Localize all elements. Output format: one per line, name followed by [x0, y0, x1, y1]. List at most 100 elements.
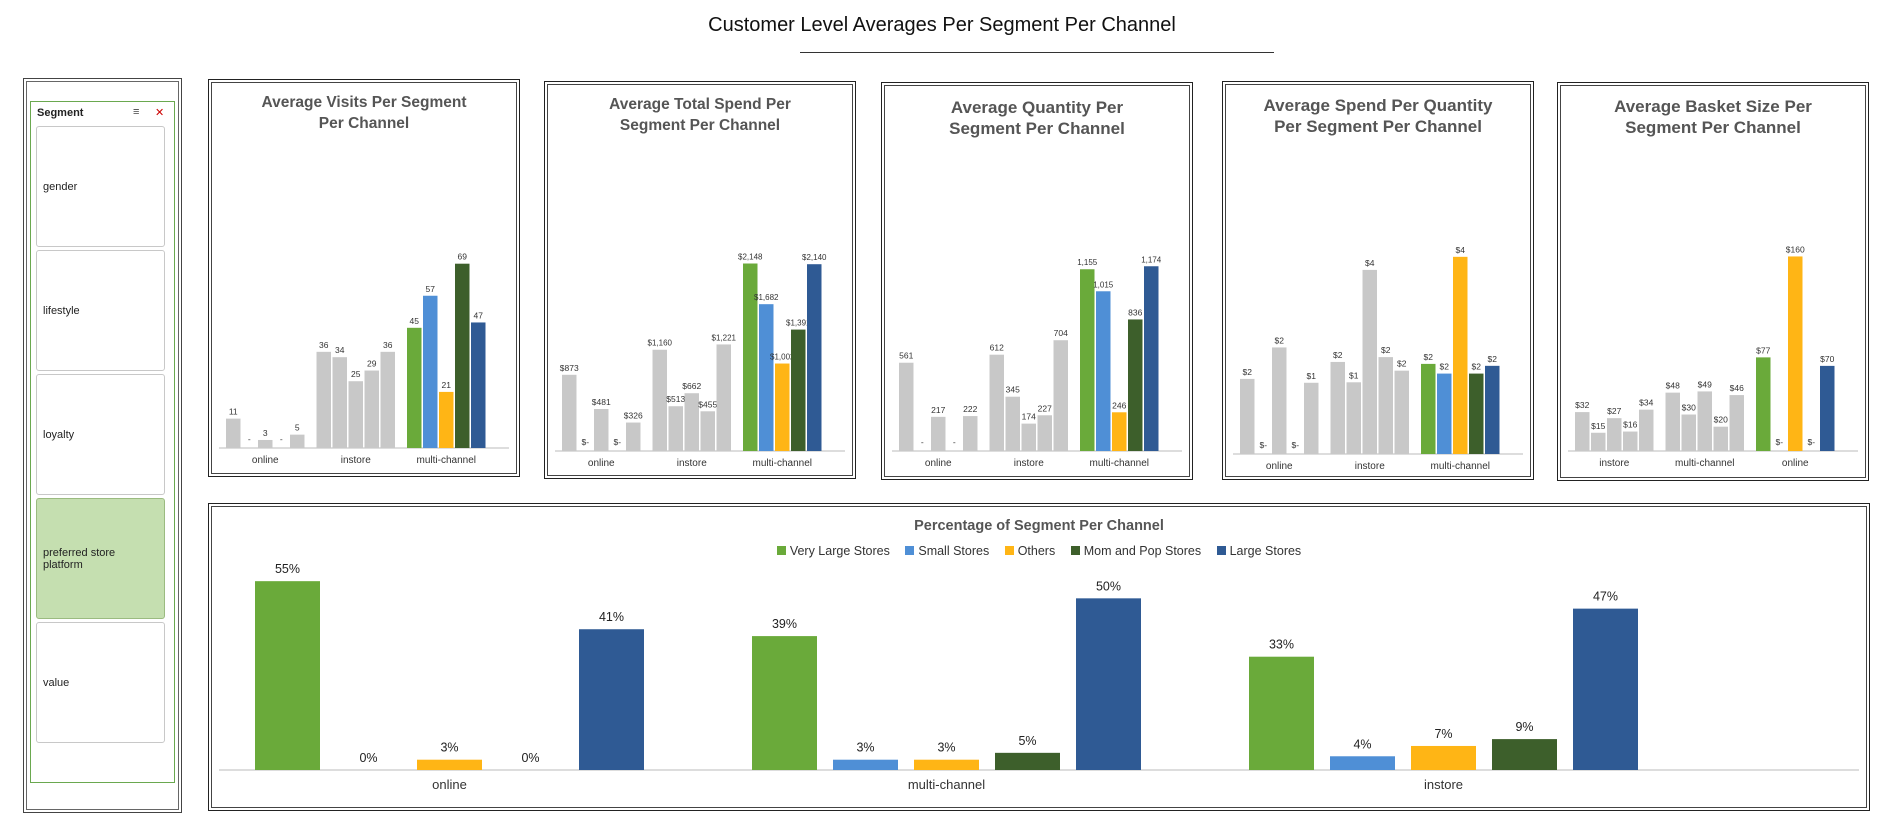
data-label: $49: [1698, 379, 1712, 389]
bar-grey: [899, 362, 914, 451]
slicer-item-loyalty[interactable]: loyalty: [36, 374, 165, 495]
bar-grey: [989, 354, 1004, 451]
chart-title: Average Basket Size Per Segment Per Chan…: [1614, 97, 1812, 137]
bar-mom-and-pop-stores: [1469, 373, 1484, 454]
data-label: $2: [1333, 350, 1343, 360]
data-label: $4: [1456, 245, 1466, 255]
bar-others: [1788, 256, 1803, 451]
legend-label: Mom and Pop Stores: [1083, 544, 1202, 558]
data-label: -: [921, 437, 924, 447]
bar-grey: [332, 357, 347, 448]
data-label: 29: [367, 359, 377, 369]
bar-grey: [1697, 391, 1712, 451]
data-label: 34: [335, 345, 345, 355]
bar-large-stores: [1485, 365, 1500, 454]
data-label: $2: [1472, 362, 1482, 372]
data-label: 4%: [1353, 737, 1371, 751]
data-label: $1: [1307, 371, 1317, 381]
bar-others: [1112, 412, 1127, 451]
bar-grey: [1575, 412, 1590, 451]
data-label: $481: [592, 397, 611, 407]
bar-grey: [684, 393, 699, 451]
data-label: $2,140: [802, 253, 827, 262]
bar-grey: [1665, 392, 1680, 451]
data-label: $-: [1775, 437, 1783, 447]
bar-others: [439, 391, 454, 448]
slicer-item-preferred-store-platform[interactable]: preferred store platform: [36, 498, 165, 619]
bar-large-stores: [1573, 608, 1638, 770]
bar-mom-and-pop-stores: [1492, 739, 1557, 770]
bar-grey: [1330, 361, 1345, 454]
bar-grey: [380, 351, 395, 448]
bar-grey: [1240, 378, 1255, 454]
bar-grey: [1713, 426, 1728, 451]
data-label: $48: [1666, 381, 1680, 391]
bar-large-stores: [471, 322, 486, 448]
data-label: 1,174: [1141, 255, 1162, 264]
chart-title: Average Visits Per Segment Per Channel: [261, 94, 467, 132]
bar-others: [1411, 745, 1476, 770]
bar-grey: [1346, 382, 1361, 454]
legend-item-very-large-stores: Very Large Stores: [776, 544, 890, 558]
data-label: $2: [1381, 345, 1391, 355]
legend-swatch: [1004, 546, 1014, 555]
slicer-item-value[interactable]: value: [36, 622, 165, 743]
data-label: 21: [442, 380, 452, 390]
bar-grey: [562, 374, 577, 451]
data-label: $2: [1424, 352, 1434, 362]
data-label: $15: [1591, 421, 1605, 431]
bar-others: [775, 363, 790, 451]
bar-mom-and-pop-stores: [1128, 319, 1143, 451]
data-label: $-: [1259, 440, 1267, 450]
legend-label: Small Stores: [918, 544, 990, 558]
data-label: 39%: [772, 617, 797, 631]
data-label: 3%: [856, 741, 874, 755]
x-tick-label: online: [252, 455, 279, 466]
bar-grey: [1362, 269, 1377, 454]
data-label: 3: [263, 428, 268, 438]
data-label: $873: [560, 363, 579, 373]
bar-grey: [226, 418, 241, 448]
data-label: -: [953, 437, 956, 447]
multi-select-icon[interactable]: ≡: [133, 106, 140, 118]
slicer-item-gender[interactable]: gender: [36, 126, 165, 247]
data-label: $46: [1730, 383, 1744, 393]
data-label: $-: [581, 437, 589, 447]
bar-grey: [1639, 409, 1654, 451]
slicer-list: gender lifestyle loyalty preferred store…: [36, 126, 167, 746]
slicer-item-lifestyle[interactable]: lifestyle: [36, 250, 165, 371]
bar-very-large-stores: [407, 327, 422, 448]
bar-small-stores: [759, 304, 774, 451]
clear-filter-icon[interactable]: ✕: [155, 107, 165, 119]
bar-grey: [1037, 415, 1052, 451]
slicer-item-label: preferred store platform: [43, 546, 116, 571]
x-tick-label: multi-channel: [908, 777, 985, 792]
data-label: 33%: [1269, 638, 1294, 652]
data-label: $-: [1291, 440, 1299, 450]
bar-grey: [652, 349, 667, 451]
bar-large-stores: [807, 264, 822, 451]
slicer-item-label: gender: [43, 180, 78, 193]
bar-very-large-stores: [752, 636, 817, 770]
data-label: $-: [613, 437, 621, 447]
bar-grey: [364, 370, 379, 448]
data-label: $160: [1786, 244, 1805, 254]
data-label: $1,002: [770, 353, 795, 362]
x-tick-label: online: [588, 458, 615, 469]
data-label: 69: [458, 252, 468, 262]
data-label: $2: [1275, 335, 1285, 345]
data-label: 1,015: [1093, 280, 1114, 289]
chart-title: Percentage of Segment Per Channel: [914, 518, 1164, 534]
chart-percentage-segment: Percentage of Segment Per Channel Very L…: [208, 503, 1870, 811]
slicer-item-label: loyalty: [43, 428, 75, 441]
data-label: $16: [1623, 420, 1637, 430]
data-label: $2: [1243, 367, 1253, 377]
legend-label: Others: [1017, 544, 1056, 558]
segment-slicer: Segment ≡ ✕ gender lifestyle loyalty pre…: [23, 78, 182, 813]
bar-large-stores: [1076, 598, 1141, 770]
title-underline: [800, 52, 1274, 53]
data-label: $4: [1365, 258, 1375, 268]
data-label: $27: [1607, 406, 1621, 416]
data-label: $2,148: [738, 253, 763, 262]
x-tick-label: multi-channel: [1431, 461, 1490, 472]
